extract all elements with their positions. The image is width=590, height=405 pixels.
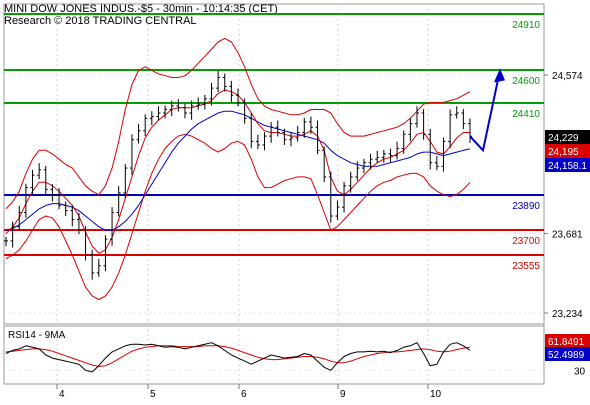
chart-subtitle: Research © 2018 TRADING CENTRAL [4,15,197,27]
rsi-line [5,342,471,373]
ma-fast-line [5,89,470,254]
x-axis-labels: 4 5 6 9 10 [56,384,442,400]
rsi-value-badge-label: 61.8491 [548,337,585,348]
price-panel-frame [3,3,545,325]
bollinger-bands [5,37,471,300]
price-y-axis-labels: 24,574 23,681 23,234 [544,71,583,320]
x-tick-label: 9 [340,389,346,400]
price-tick-label: 23,234 [552,309,583,320]
price-series [4,70,472,280]
x-tick-label: 6 [241,389,247,400]
forecast-arrow [469,68,505,153]
x-tick-label: 10 [430,389,442,400]
rsi-panel-title: RSI14 - 9MA [8,330,66,341]
value-badge [545,130,590,144]
level-label-23700: 23700 [512,236,540,247]
price-tick-label: 23,681 [552,230,583,241]
forecast-arrowhead [494,68,505,83]
rsi-value-badge [545,334,590,348]
ma-slow-line [5,110,471,231]
rsi-axis-labels: 30 61.8491 52.4989 [545,334,590,377]
x-tick-label: 5 [150,389,156,400]
bollinger-upper-line [5,37,471,210]
x-tick-label: 4 [59,389,65,400]
value-badge-label: 24,229 [548,133,579,144]
rsi-series [4,342,544,373]
moving-averages [5,89,471,254]
level-label-23555: 23555 [512,261,540,272]
price-tick-label: 24,574 [552,71,583,82]
forecast-path [469,70,501,153]
level-label-24600: 24600 [512,76,540,87]
value-badge-label: 24,195 [548,147,579,158]
level-label-23890: 23890 [512,201,540,212]
rsi-tick-label: 30 [574,366,586,377]
level-label-24910: 24910 [512,20,540,31]
rsi-value-badge-label: 52.4989 [548,350,585,361]
rsi-value-badge [545,347,590,361]
level-label-24410: 24410 [512,109,540,120]
chart-title: MINI DOW JONES INDUS.-$5 - 30min - 10:14… [4,3,278,15]
price-value-badges: 24,229 24,195 24,158.1 [545,130,590,172]
bollinger-lower-line [5,133,471,300]
value-badge-label: 24,158.1 [548,161,587,172]
rsi-panel-frame [3,325,545,385]
value-badge [545,158,590,172]
value-badge [545,144,590,158]
